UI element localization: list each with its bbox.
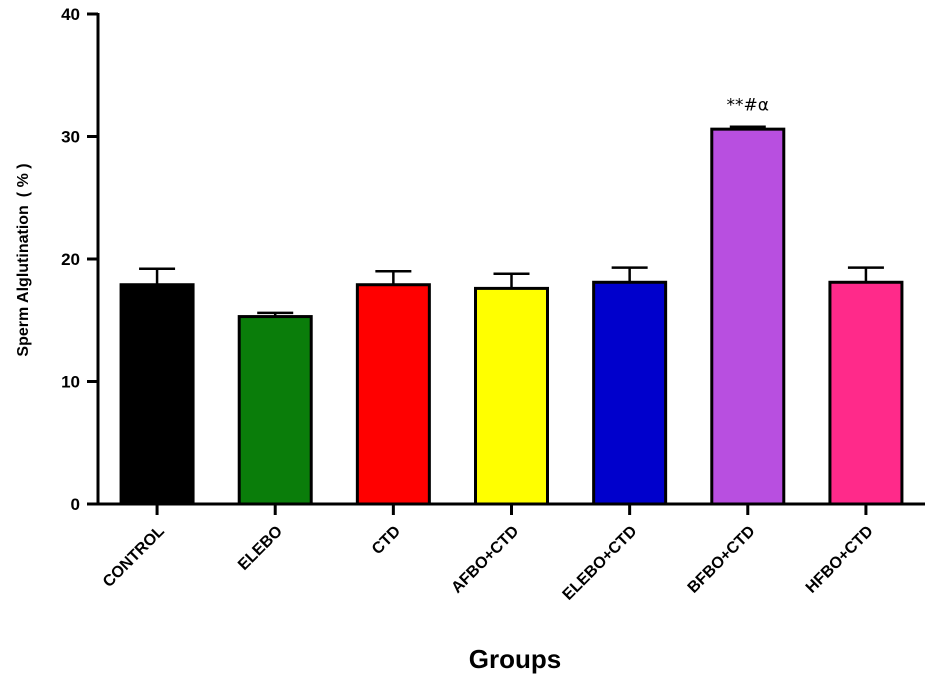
bar xyxy=(474,286,549,506)
bar xyxy=(710,127,786,506)
bar xyxy=(828,280,904,506)
bar xyxy=(119,283,195,506)
x-tick-label: CTD xyxy=(369,523,404,558)
error-bars xyxy=(139,125,884,317)
y-tick-label: 30 xyxy=(61,128,80,147)
bar xyxy=(237,315,313,506)
x-tick-label: HFBO+CTD xyxy=(803,523,877,597)
x-tick-label: AFBO+CTD xyxy=(448,523,522,597)
significance-annotation: **#α xyxy=(727,96,769,116)
y-tick-label: 0 xyxy=(71,495,80,514)
axes xyxy=(87,12,925,515)
bar xyxy=(355,283,431,506)
x-tick-label: ELEBO xyxy=(235,523,286,574)
bars xyxy=(119,127,904,506)
y-tick-label: 40 xyxy=(61,5,80,24)
x-tick-label: BFBO+CTD xyxy=(685,523,759,597)
y-axis-label: Sperm Alglutination ( % ) xyxy=(15,163,32,356)
x-axis-label: Groups xyxy=(469,644,561,674)
bar xyxy=(592,280,668,506)
x-tick-label: ELEBO+CTD xyxy=(560,523,641,604)
y-tick-label: 20 xyxy=(61,250,80,269)
y-tick-label: 10 xyxy=(61,373,80,392)
x-tick-label: CONTROL xyxy=(100,523,168,591)
